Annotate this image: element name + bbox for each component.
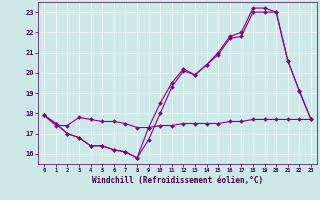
X-axis label: Windchill (Refroidissement éolien,°C): Windchill (Refroidissement éolien,°C) (92, 176, 263, 185)
